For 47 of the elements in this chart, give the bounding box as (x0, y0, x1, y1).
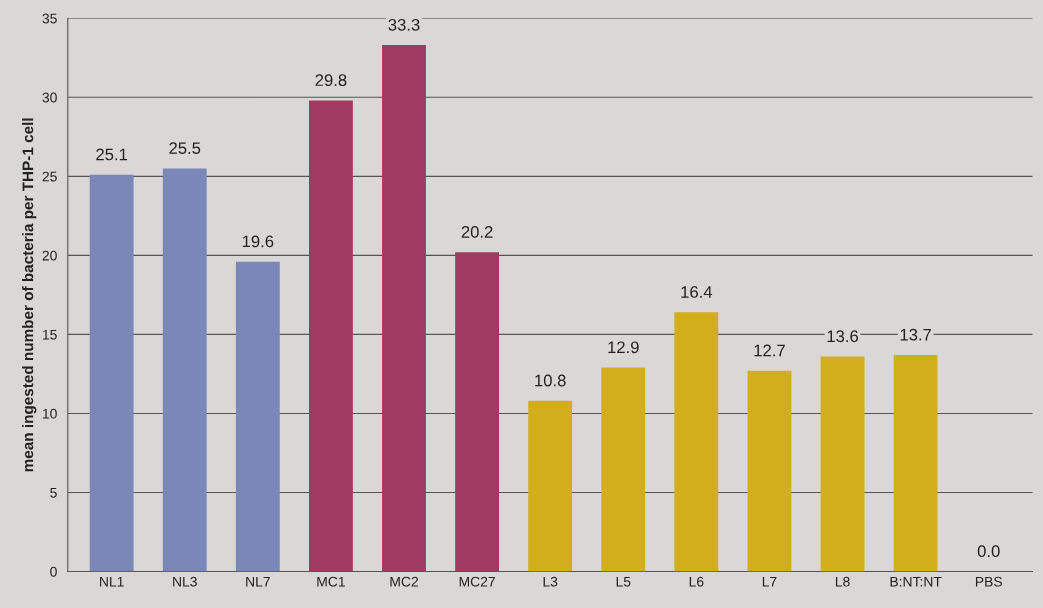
data-label: 16.4 (681, 286, 713, 298)
x-tick-label: L7 (762, 576, 777, 587)
data-label: 25.1 (96, 148, 128, 161)
y-tick-label: 30 (42, 92, 57, 103)
x-tick-label: MC27 (459, 576, 495, 587)
data-label: 29.8 (315, 74, 347, 87)
x-tick-label: MC2 (390, 576, 418, 587)
data-label: 25.5 (169, 142, 201, 155)
x-tick-label: B:NT:NT (890, 576, 942, 587)
bar (820, 356, 865, 572)
bar (235, 261, 280, 572)
bar (89, 174, 134, 572)
bar (747, 370, 792, 572)
y-tick-label: 10 (42, 408, 57, 419)
data-label: 12.7 (754, 344, 785, 357)
x-tick-label: NL3 (173, 576, 197, 587)
bar (601, 367, 646, 572)
bar (674, 312, 719, 572)
data-label: 33.3 (388, 18, 420, 31)
bar (382, 45, 426, 572)
y-tick-label: 35 (42, 13, 57, 24)
data-label: 13.7 (900, 328, 932, 341)
data-label: 0.0 (977, 545, 1000, 558)
bar (162, 168, 207, 572)
x-tick-label: L3 (543, 576, 558, 587)
y-tick-label: 5 (50, 487, 57, 498)
data-label: 13.6 (827, 330, 859, 343)
data-label: 12.9 (608, 341, 639, 354)
y-tick-label: 15 (42, 329, 57, 340)
bar (455, 252, 500, 572)
bar (893, 354, 938, 572)
data-label: 20.2 (461, 225, 493, 238)
x-tick-label: MC1 (317, 576, 345, 587)
data-label: 10.8 (535, 374, 566, 387)
x-tick-label: L6 (689, 576, 704, 587)
x-tick-label: L5 (616, 576, 631, 587)
y-tick-label: 0 (50, 566, 57, 577)
data-label: 19.6 (242, 235, 274, 248)
bar (308, 100, 353, 572)
x-tick-label: NL7 (246, 576, 270, 587)
x-tick-label: NL1 (100, 576, 124, 587)
x-tick-label: PBS (975, 576, 1002, 587)
x-tick-label: L8 (835, 576, 850, 587)
y-tick-label: 20 (42, 250, 57, 261)
bar (528, 400, 573, 572)
y-axis-title: mean ingested number of bacteria per THP-1 cell (22, 118, 37, 472)
y-tick-label: 25 (42, 171, 57, 182)
